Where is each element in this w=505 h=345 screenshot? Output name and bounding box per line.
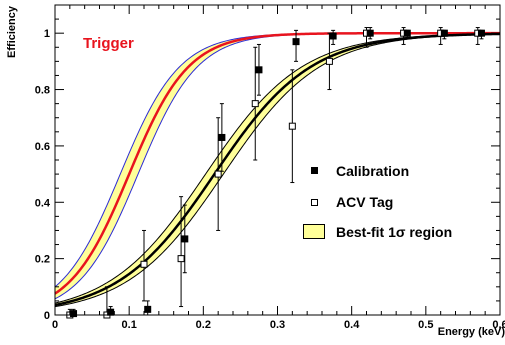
x-tick-label: 0 <box>52 319 58 331</box>
legend: Calibration ACV Tag Best-fit 1σ region <box>303 163 452 240</box>
calibration-point <box>403 29 411 37</box>
axes: 0 0.1 0.2 0.3 0.4 0.5 0.6 0 0.2 0.4 0.6 0.8 1 <box>35 4 505 331</box>
legend-label-acv-tag: ACV Tag <box>336 194 393 210</box>
calibration-point <box>477 29 485 37</box>
calibration-point <box>144 305 152 313</box>
trigger-curve <box>54 31 500 295</box>
acv-tag-point <box>288 122 296 130</box>
legend-label-band: Best-fit 1σ region <box>336 224 452 240</box>
calibration-point <box>107 308 115 316</box>
calibration-point <box>70 310 78 318</box>
calibration-point <box>329 32 337 40</box>
acv-tag-point <box>251 100 259 108</box>
trigger-annotation: Trigger <box>83 35 134 52</box>
x-tick-label: 0.5 <box>418 319 433 331</box>
acv-tag-point <box>177 255 185 263</box>
calibration-point <box>218 133 226 141</box>
legend-label-calibration: Calibration <box>336 163 409 179</box>
y-axis-title: Efficiency <box>6 5 18 58</box>
y-tick-label: 0 <box>44 310 50 322</box>
x-tick-label: 0.2 <box>196 319 211 331</box>
x-tick-label: 0.3 <box>270 319 285 331</box>
x-tick-label: 0.1 <box>122 319 137 331</box>
legend-marker-acv-tag <box>311 199 318 206</box>
x-tick-label: 0.4 <box>344 319 360 331</box>
calibration-point <box>255 66 263 74</box>
y-tick-label: 0.2 <box>35 254 50 266</box>
y-tick-label: 0.6 <box>35 141 50 153</box>
calibration-point <box>440 29 448 37</box>
x-tick-label: 0.6 <box>492 319 505 331</box>
acv-tag-point <box>325 57 333 65</box>
x-axis-title: Energy (keV) <box>438 326 505 338</box>
legend-marker-calibration <box>311 167 318 174</box>
calibration-point <box>181 235 189 243</box>
y-tick-label: 1 <box>44 28 50 40</box>
calibration-point <box>366 29 374 37</box>
acv-tag-point <box>214 170 222 178</box>
best-fit-curve <box>54 32 501 307</box>
y-tick-label: 0.4 <box>35 197 51 209</box>
y-tick-label: 0.8 <box>35 85 50 97</box>
calibration-point <box>292 38 300 46</box>
acv-tag-point <box>140 260 148 268</box>
legend-marker-band <box>303 224 325 239</box>
